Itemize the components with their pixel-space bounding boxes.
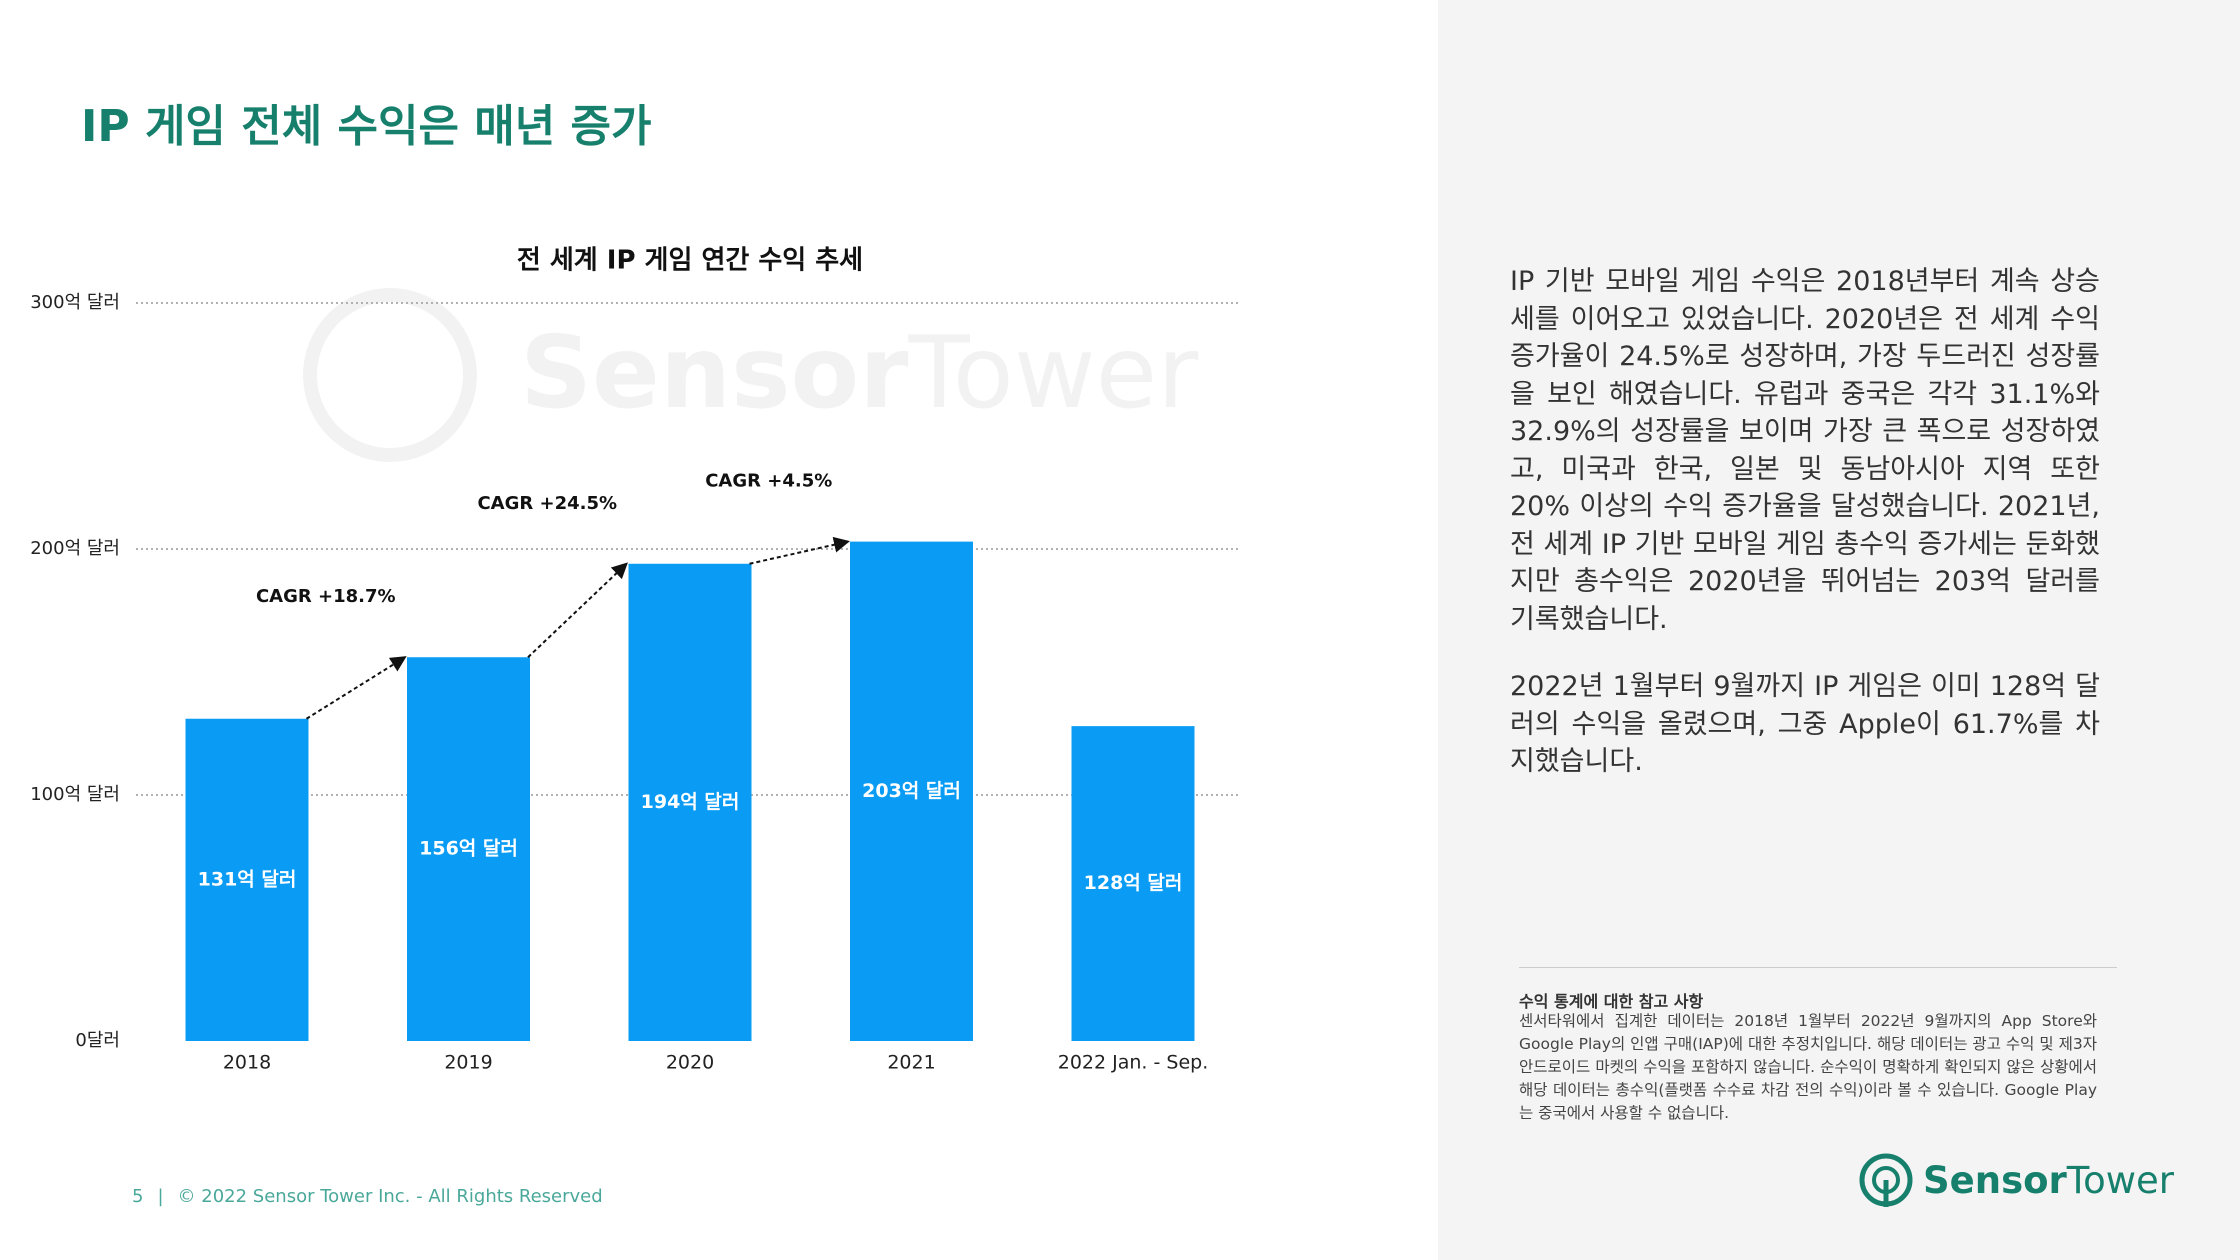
divider — [1519, 967, 2117, 968]
x-tick-label: 2019 — [444, 1052, 492, 1074]
bar — [185, 718, 309, 1041]
value-label: 131억 달러 — [198, 868, 297, 890]
cagr-arrow — [527, 562, 628, 658]
paragraph: IP 기반 모바일 게임 수익은 2018년부터 계속 상승세를 이어오고 있었… — [1510, 266, 2100, 635]
chart-title: 전 세계 IP 게임 연간 수익 추세 — [517, 246, 863, 276]
logo-text: Tower — [2066, 1158, 2174, 1202]
copyright: © 2022 Sensor Tower Inc. - All Rights Re… — [177, 1186, 603, 1207]
logo: Sensor Tower — [1857, 1153, 2174, 1207]
cagr-arrow — [305, 656, 407, 720]
value-label: 203억 달러 — [862, 780, 961, 802]
y-tick-label: 300억 달러 — [30, 292, 120, 313]
cagr-label: CAGR +18.7% — [256, 586, 396, 607]
x-tick-label: 2021 — [887, 1052, 935, 1074]
logo-icon — [1859, 1153, 1913, 1207]
watermark: SensorTower — [520, 314, 1199, 431]
watermark-part: Tower — [908, 314, 1200, 431]
y-tick-label: 0달러 — [75, 1030, 120, 1051]
value-label: 156억 달러 — [419, 838, 518, 860]
value-label: 194억 달러 — [641, 791, 740, 813]
chart: SensorTower 전 세계 IP 게임 연간 수익 추세 0달러 100억 … — [30, 246, 1240, 1074]
watermark-part: Sensor — [520, 314, 909, 431]
watermark-icon — [303, 288, 477, 462]
footnote-body: 센서타워에서 집계한 데이터는 2018년 1월부터 2022년 9월까지의 A… — [1519, 1012, 2097, 1122]
cagr-label: CAGR +24.5% — [477, 493, 617, 514]
cagr-arrow — [749, 536, 850, 565]
x-tick-label: 2022 Jan. - Sep. — [1058, 1052, 1209, 1074]
page-number: 5 — [132, 1186, 144, 1207]
footnote-title: 수익 통계에 대한 참고 사항 — [1519, 992, 1704, 1011]
x-tick-label: 2020 — [666, 1052, 714, 1074]
value-label: 128억 달러 — [1084, 872, 1183, 894]
bar — [850, 541, 973, 1041]
logo-text: Sensor — [1923, 1158, 2067, 1202]
side-panel — [1438, 0, 2240, 1260]
y-tick-label: 100억 달러 — [30, 784, 120, 805]
slide-title: IP 게임 전체 수익은 매년 증가 — [81, 101, 652, 152]
y-tick-label: 200억 달러 — [30, 538, 120, 559]
bar — [1071, 726, 1195, 1041]
bar — [628, 563, 752, 1041]
footer: 5 | © 2022 Sensor Tower Inc. - All Rights … — [132, 1186, 617, 1207]
separator: | — [157, 1186, 164, 1207]
cagr-label: CAGR +4.5% — [705, 471, 832, 492]
x-tick-label: 2018 — [223, 1052, 271, 1074]
bar — [407, 657, 530, 1041]
paragraph: 2022년 1월부터 9월까지 IP 게임은 이미 128억 달러의 수익을 올… — [1510, 671, 2100, 777]
